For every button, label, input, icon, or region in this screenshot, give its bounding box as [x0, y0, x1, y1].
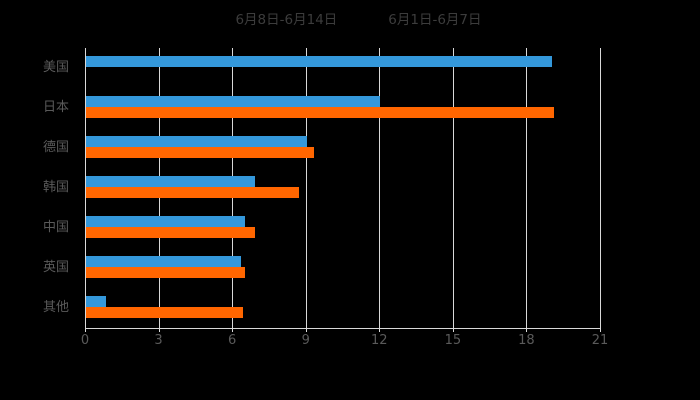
bar-德国-series-2[interactable] — [86, 147, 315, 158]
x-axis-label-21: 21 — [591, 333, 609, 348]
x-axis-tick-18 — [526, 328, 528, 332]
x-axis-label-15: 15 — [444, 333, 462, 348]
y-axis-label-4: 中国 — [42, 220, 69, 235]
x-axis-tick-21 — [600, 328, 601, 332]
x-axis-tick-3 — [158, 328, 160, 332]
bar-其他-series-2[interactable] — [86, 307, 243, 318]
x-axis-tick-6 — [232, 328, 234, 332]
bar-其他-series-1[interactable] — [86, 296, 106, 307]
bar-日本-series-2[interactable] — [86, 107, 555, 118]
x-axis-label-3: 3 — [154, 333, 163, 348]
y-axis-label-3: 韩国 — [42, 180, 69, 195]
x-axis-label-12: 12 — [371, 333, 388, 348]
gridline-x-18 — [526, 48, 528, 328]
bar-日本-series-1[interactable] — [86, 96, 381, 107]
bar-美国-series-1[interactable] — [86, 56, 552, 67]
x-axis-tick-0 — [85, 328, 86, 332]
y-axis-label-0: 美国 — [42, 60, 69, 75]
legend-item-series-2[interactable]: 6月1日-6月7日 — [371, 14, 481, 28]
legend-item-series-1[interactable]: 6月8日-6月14日 — [218, 14, 337, 28]
y-axis-label-2: 德国 — [42, 140, 69, 155]
x-axis-tick-12 — [379, 328, 381, 332]
y-axis-labels: 美国 日本 德国 韩国 中国 英国 其他 — [0, 48, 77, 328]
x-axis-label-6: 6 — [228, 333, 237, 348]
chart-legend: 6月8日-6月14日 6月1日-6月7日 — [0, 8, 700, 34]
plot-area — [85, 48, 601, 328]
bar-德国-series-1[interactable] — [86, 136, 307, 147]
legend-label-series-2: 6月1日-6月7日 — [388, 12, 482, 29]
gridline-x-9 — [305, 48, 307, 328]
gridline-x-0 — [85, 48, 86, 328]
gridline-x-12 — [379, 48, 381, 328]
y-axis-label-6: 其他 — [42, 300, 69, 315]
circle-marker-icon — [218, 16, 228, 26]
gridline-x-21 — [600, 48, 601, 328]
x-axis-label-0: 0 — [80, 333, 90, 348]
legend-label-series-1: 6月8日-6月14日 — [235, 12, 338, 29]
bar-英国-series-2[interactable] — [86, 267, 246, 278]
x-axis-line — [85, 328, 601, 329]
bar-中国-series-2[interactable] — [86, 227, 256, 238]
x-axis-tick-9 — [305, 328, 307, 332]
x-axis-label-9: 9 — [301, 333, 310, 348]
bar-韩国-series-2[interactable] — [86, 187, 300, 198]
bar-英国-series-1[interactable] — [86, 256, 241, 267]
y-axis-label-1: 日本 — [42, 100, 69, 115]
bar-韩国-series-1[interactable] — [86, 176, 256, 187]
bar-中国-series-1[interactable] — [86, 216, 246, 227]
x-axis-labels: 0 3 6 9 12 15 18 21 — [81, 333, 608, 356]
gridline-x-15 — [452, 48, 454, 328]
y-axis-label-5: 英国 — [42, 260, 69, 275]
x-axis-label-18: 18 — [518, 333, 535, 348]
square-marker-icon — [371, 16, 381, 26]
x-axis-tick-15 — [452, 328, 454, 332]
